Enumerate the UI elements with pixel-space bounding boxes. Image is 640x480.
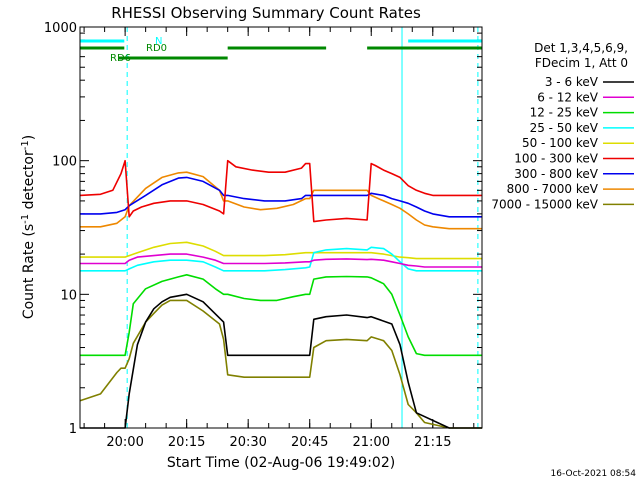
- legend-entry-label: 6 - 12 keV: [537, 90, 599, 104]
- x-axis-label: Start Time (02-Aug-06 19:49:02): [167, 455, 395, 471]
- legend-entry-label: 25 - 50 keV: [530, 121, 599, 135]
- legend-entry-label: 50 - 100 keV: [522, 136, 599, 150]
- series-line: [80, 253, 482, 268]
- legend-header-line-1: Det 1,3,4,5,6,9,: [534, 41, 628, 55]
- series-line: [80, 241, 482, 260]
- y-tick-label: 1000: [44, 21, 77, 36]
- plot-area: 1 10 100 1000 20:00 20:15 20:30 20:45 21:00 21:15…: [44, 21, 482, 450]
- y-axis-label: Count Rate (s-1 detector-1): [20, 135, 37, 319]
- series-line: [79, 299, 482, 429]
- series-line: [80, 293, 482, 429]
- legend-entry-label: 3 - 6 keV: [545, 75, 599, 89]
- legend-entry-label: 300 - 800 keV: [514, 167, 598, 181]
- y-tick-label: 10: [60, 288, 77, 303]
- x-tick-label: 20:45: [291, 435, 328, 450]
- state-bar-label: RD6: [110, 53, 131, 64]
- series-line: [80, 171, 482, 230]
- y-tick-label: 100: [52, 155, 77, 170]
- x-tick-label: 20:00: [106, 435, 143, 450]
- plot-frame: [79, 26, 483, 429]
- x-tick-label: 20:15: [168, 435, 205, 450]
- series-line: [79, 159, 482, 223]
- x-tick-label: 21:00: [353, 435, 390, 450]
- y-tick-label: 1: [69, 422, 77, 437]
- series-line: [80, 273, 482, 357]
- series-line: [80, 176, 482, 218]
- legend-entry-label: 7000 - 15000 keV: [491, 197, 598, 211]
- footer-timestamp: 16-Oct-2021 08:54: [551, 469, 637, 479]
- x-tick-label: 20:30: [229, 435, 266, 450]
- state-bar-label: N: [155, 36, 162, 47]
- legend-entry-label: 100 - 300 keV: [514, 152, 598, 166]
- x-tick-label: 21:15: [414, 435, 451, 450]
- legend-header-line-2: FDecim 1, Att 0: [535, 56, 628, 70]
- legend-entry-label: 12 - 25 keV: [530, 106, 599, 120]
- legend-entry-label: 800 - 7000 keV: [507, 182, 599, 196]
- chart-title: RHESSI Observing Summary Count Rates: [111, 4, 421, 22]
- state-bar-label: RD0: [146, 43, 167, 54]
